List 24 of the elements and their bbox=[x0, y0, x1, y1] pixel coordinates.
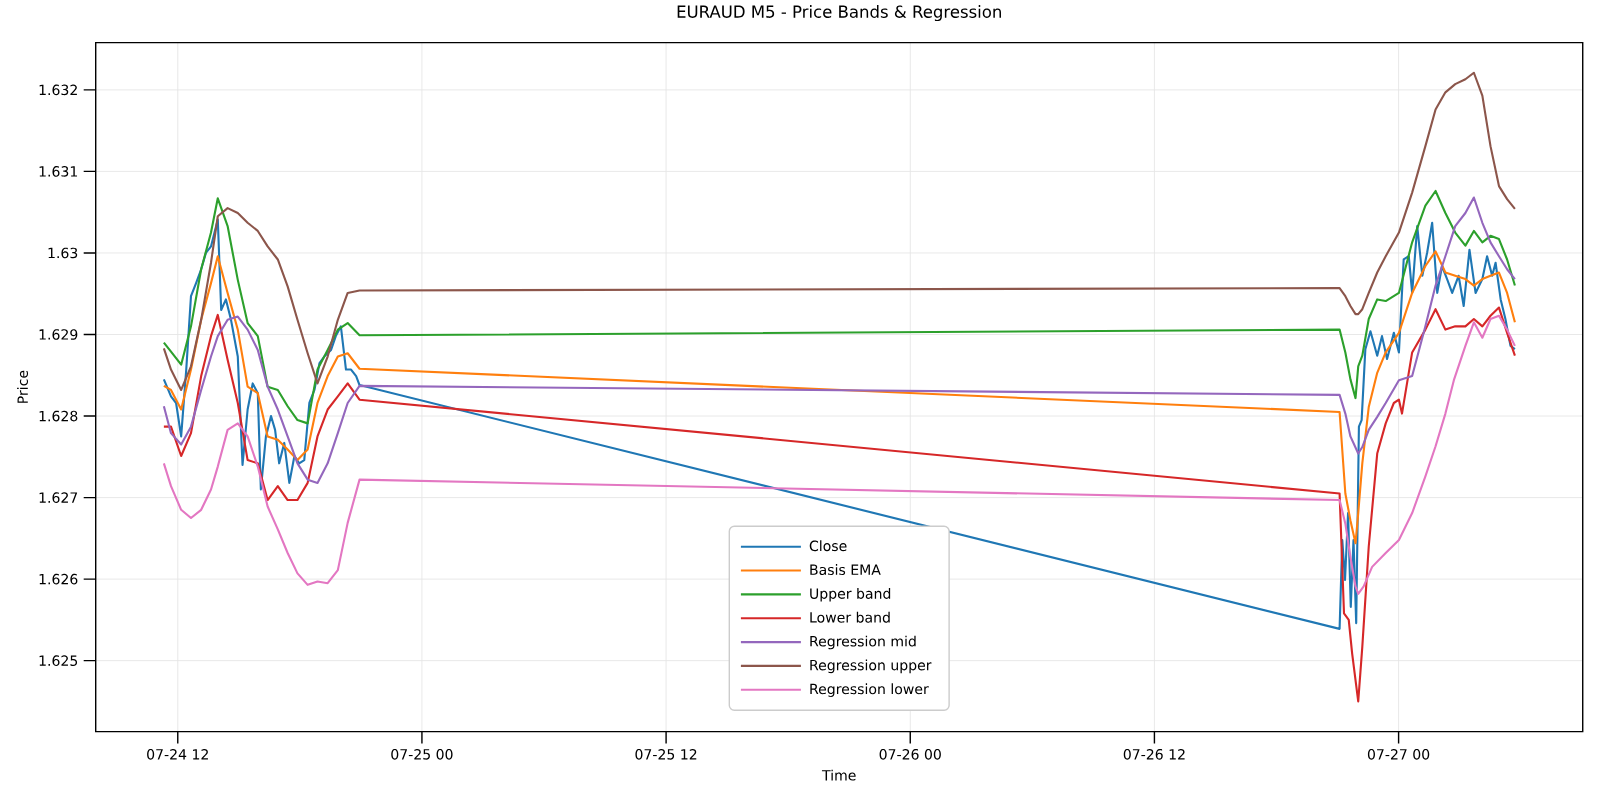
y-tick-label: 1.626 bbox=[39, 573, 78, 585]
y-tick-label: 1.631 bbox=[39, 166, 78, 177]
y-tick-label: 1.632 bbox=[39, 84, 77, 96]
legend-label: Regression lower bbox=[810, 683, 929, 697]
legend-label: Close bbox=[809, 540, 847, 552]
x-tick-label: 07-24 12 bbox=[147, 749, 208, 760]
legend-label: Regression upper bbox=[810, 659, 932, 674]
x-tick-label: 07-25 12 bbox=[635, 749, 697, 760]
y-tick-label: 1.63 bbox=[48, 247, 78, 259]
y-axis-title: Price bbox=[17, 370, 29, 403]
x-axis-title: Time bbox=[821, 769, 856, 781]
legend-label: Basis EMA bbox=[810, 564, 881, 576]
x-tick-label: 07-26 12 bbox=[1123, 749, 1185, 760]
x-tick-label: 07-25 00 bbox=[391, 749, 453, 760]
y-tick-label: 1.627 bbox=[39, 492, 78, 503]
y-tick-label: 1.629 bbox=[39, 329, 78, 340]
legend-label: Regression mid bbox=[810, 635, 916, 650]
chart-title: EURAUD M5 - Price Bands & Regression bbox=[677, 5, 1001, 22]
legend-label: Lower band bbox=[810, 611, 890, 623]
x-tick-label: 07-27 00 bbox=[1367, 749, 1430, 760]
y-tick-label: 1.625 bbox=[39, 655, 78, 666]
x-tick-label: 07-26 00 bbox=[879, 749, 941, 760]
y-tick-label: 1.628 bbox=[39, 410, 78, 422]
legend-label: Upper band bbox=[810, 587, 891, 602]
